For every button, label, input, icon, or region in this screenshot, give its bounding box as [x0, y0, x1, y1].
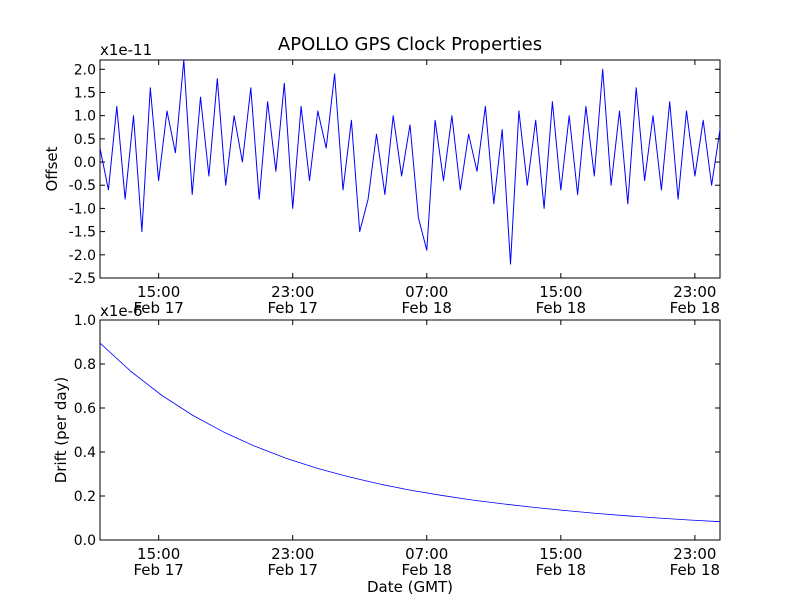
- drift-series-0-line: [99, 342, 721, 523]
- offset-y-tick-label: 1.5: [74, 85, 96, 101]
- drift-x-tick-date-label: Feb 18: [402, 561, 452, 579]
- drift-x-tick-time-label: 15:00: [539, 545, 582, 563]
- offset-series-0-line: [99, 59, 721, 265]
- offset-x-tick-date-label: Feb 17: [267, 299, 317, 317]
- offset-y-axis-label: Offset: [43, 146, 61, 191]
- offset-x-tick-time-label: 23:00: [271, 283, 314, 301]
- drift-x-tick-date-label: Feb 18: [670, 561, 720, 579]
- offset-y-tick-label: 1.0: [74, 109, 96, 125]
- offset-y-tick-label: 0.5: [74, 132, 96, 148]
- drift-y-tick-label: 0.2: [74, 489, 96, 505]
- offset-x-tick-date-label: Feb 18: [402, 299, 452, 317]
- offset-y-ticks: -2.5 -2.0 -1.5 -1.0 -0.5 0.0 0.5 1.0 1.5 2.0: [69, 62, 720, 287]
- offset-y-tick-label: -2.0: [69, 248, 96, 264]
- offset-x-tick-time-label: 15:00: [137, 283, 180, 301]
- drift-y-tick-label: 0.6: [74, 401, 96, 417]
- offset-x-tick-time-label: 07:00: [405, 283, 448, 301]
- chart-title: APOLLO GPS Clock Properties: [278, 34, 542, 55]
- drift-y-axis-label: Drift (per day): [52, 377, 70, 484]
- drift-scale-label: x1e-6: [100, 302, 143, 320]
- x-axis-label: Date (GMT): [367, 578, 453, 596]
- offset-y-tick-label: 0.0: [74, 155, 96, 171]
- drift-x-tick-time-label: 15:00: [137, 545, 180, 563]
- drift-x-tick-time-label: 23:00: [271, 545, 314, 563]
- offset-x-tick-date-label: Feb 17: [133, 299, 183, 317]
- offset-y-tick-label: -1.0: [69, 201, 96, 217]
- offset-x-tick-date-label: Feb 18: [536, 299, 586, 317]
- offset-y-tick-label: 2.0: [74, 62, 96, 78]
- offset-y-tick-label: -1.5: [69, 225, 96, 241]
- drift-x-tick-time-label: 23:00: [673, 545, 716, 563]
- drift-x-tick-date-label: Feb 17: [267, 561, 317, 579]
- offset-x-tick-date-label: Feb 18: [670, 299, 720, 317]
- offset-x-tick-time-label: 15:00: [539, 283, 582, 301]
- drift-series-line: [99, 342, 721, 523]
- drift-x-tick-date-label: Feb 17: [133, 561, 183, 579]
- offset-series-line: [99, 59, 721, 265]
- offset-x-tick-time-label: 23:00: [673, 283, 716, 301]
- offset-plot-frame: [99, 59, 721, 279]
- drift-y-tick-label: 0.4: [74, 445, 96, 461]
- drift-y-tick-label: 1.0: [74, 313, 96, 329]
- offset-y-tick-label: -0.5: [69, 178, 96, 194]
- drift-x-tick-date-label: Feb 18: [536, 561, 586, 579]
- drift-y-ticks: 0.0 0.2 0.4 0.6 0.8 1.0: [74, 313, 720, 549]
- offset-y-tick-label: -2.5: [69, 271, 96, 287]
- drift-y-tick-label: 0.0: [74, 533, 96, 549]
- drift-x-tick-time-label: 07:00: [405, 545, 448, 563]
- offset-panel: -2.5 -2.0 -1.5 -1.0 -0.5 0.0 0.5 1.0 1.5 2.0 15:0…: [43, 41, 721, 317]
- drift-plot-frame: [99, 319, 721, 541]
- offset-scale-label: x1e-11: [100, 41, 152, 59]
- drift-y-tick-label: 0.8: [74, 357, 96, 373]
